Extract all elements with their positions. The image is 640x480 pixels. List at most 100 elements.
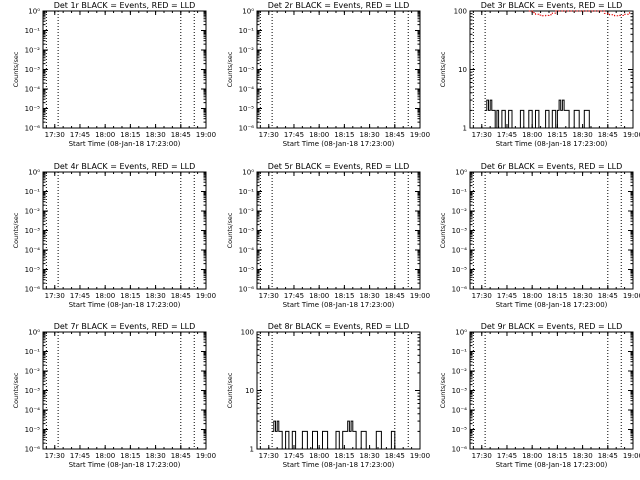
x-tick-label: 18:45 [171,131,191,139]
y-axis-label: Counts/sec [439,372,447,408]
x-tick-label: 19:00 [623,292,640,300]
chart-panel: Det 3r BLACK = Events, RED = LLD 17:30 17:… [439,1,640,148]
y-tick-label: 10⁻² [452,368,468,376]
x-tick-label: 19:00 [623,131,640,139]
y-axis-label: Counts/sec [226,51,234,87]
x-tick-label: 18:00 [522,452,542,460]
lld-series-line [528,10,631,17]
chart-panel: Det 6r BLACK = Events, RED = LLD 17:30 17:… [439,162,640,309]
y-tick-label: 10⁻⁶ [452,286,468,294]
y-tick-label: 10⁻³ [239,66,255,74]
chart-title: Det 7r BLACK = Events, RED = LLD [54,322,196,331]
x-tick-label: 18:30 [145,292,165,300]
x-tick-label: 18:30 [359,452,379,460]
x-axis-label: Start Time (08-Jan-18 17:23:00) [283,140,395,148]
y-tick-label: 10⁻² [239,208,255,216]
x-tick-label: 17:30 [472,131,492,139]
x-tick-label: 17:45 [70,452,90,460]
x-tick-label: 18:30 [572,292,592,300]
x-tick-label: 18:30 [572,452,592,460]
x-axis-label: Start Time (08-Jan-18 17:23:00) [283,461,395,469]
x-axis-label: Start Time (08-Jan-18 17:23:00) [69,140,181,148]
y-tick-label: 10⁻³ [25,227,41,235]
x-tick-label: 18:45 [171,452,191,460]
y-tick-label: 10⁻² [25,47,41,55]
y-tick-label: 10 [245,387,254,395]
x-tick-label: 17:30 [45,292,65,300]
y-tick-label: 10⁰ [242,169,254,177]
chart-title: Det 5r BLACK = Events, RED = LLD [268,162,410,171]
x-tick-label: 18:15 [547,131,567,139]
x-tick-label: 18:45 [598,131,618,139]
x-tick-label: 18:30 [145,131,165,139]
x-axis-label: Start Time (08-Jan-18 17:23:00) [496,301,608,309]
x-tick-label: 17:45 [70,131,90,139]
y-tick-label: 10⁻⁴ [25,86,41,94]
chart-panel: Det 5r BLACK = Events, RED = LLD 17:30 17:… [226,162,430,309]
y-tick-label: 10⁻⁵ [25,266,41,274]
y-tick-label: 10⁻¹ [239,188,255,196]
y-axis-label: Counts/sec [12,51,20,87]
y-axis-label: Counts/sec [439,51,447,87]
y-tick-label: 10⁻⁶ [25,446,41,454]
y-tick-label: 10⁻² [25,368,41,376]
y-tick-label: 10⁰ [28,169,40,177]
chart-panel: Det 4r BLACK = Events, RED = LLD 17:30 17:… [12,162,216,309]
y-axis-label: Counts/sec [226,212,234,248]
y-tick-label: 10⁻⁴ [239,247,255,255]
plot-frame [42,10,207,129]
y-tick-label: 10⁻⁴ [452,247,468,255]
x-tick-label: 17:30 [259,131,279,139]
x-tick-label: 18:00 [309,452,329,460]
y-tick-label: 10⁰ [28,8,40,16]
y-tick-label: 10⁻¹ [25,188,41,196]
x-tick-label: 17:45 [497,292,517,300]
x-tick-label: 18:00 [95,131,115,139]
y-tick-label: 10⁻⁴ [239,86,255,94]
plot-frame [42,171,207,290]
y-tick-label: 10⁰ [455,329,467,337]
x-axis-label: Start Time (08-Jan-18 17:23:00) [496,461,608,469]
plot-frame [469,171,634,290]
y-tick-label: 10⁻⁵ [452,426,468,434]
x-tick-label: 19:00 [196,452,216,460]
y-tick-label: 10⁻⁶ [25,125,41,133]
y-tick-label: 10⁻³ [452,387,468,395]
y-tick-label: 10⁻¹ [25,348,41,356]
x-tick-label: 18:15 [334,131,354,139]
chart-title: Det 8r BLACK = Events, RED = LLD [268,322,410,331]
y-tick-label: 10⁻⁴ [25,407,41,415]
y-tick-label: 10⁰ [242,8,254,16]
x-tick-label: 18:30 [145,452,165,460]
y-tick-label: 100 [241,329,254,337]
x-tick-label: 18:45 [385,452,405,460]
x-tick-label: 18:15 [547,292,567,300]
plot-frame [256,171,421,290]
x-tick-label: 17:45 [284,131,304,139]
x-tick-label: 17:30 [472,292,492,300]
y-tick-label: 10 [458,66,467,74]
y-tick-label: 10⁰ [28,329,40,337]
y-tick-label: 10⁰ [455,169,467,177]
y-tick-label: 10⁻³ [239,227,255,235]
chart-panel: Det 1r BLACK = Events, RED = LLD 17:30 17:… [12,1,216,148]
y-tick-label: 10⁻⁶ [452,446,468,454]
plot-frame [256,10,421,129]
y-tick-label: 1 [463,125,467,133]
x-tick-label: 17:45 [284,292,304,300]
y-tick-label: 10⁻³ [25,66,41,74]
plot-frame [42,331,207,450]
x-axis-label: Start Time (08-Jan-18 17:23:00) [69,301,181,309]
x-tick-label: 19:00 [623,452,640,460]
x-tick-label: 18:15 [334,292,354,300]
x-tick-label: 19:00 [410,292,430,300]
x-tick-label: 18:00 [309,131,329,139]
y-tick-label: 10⁻⁵ [25,105,41,113]
y-axis-label: Counts/sec [226,372,234,408]
y-tick-label: 10⁻³ [25,387,41,395]
y-tick-label: 10⁻¹ [452,348,468,356]
chart-panel: Det 8r BLACK = Events, RED = LLD 17:30 17:… [226,322,430,469]
x-axis-label: Start Time (08-Jan-18 17:23:00) [69,461,181,469]
events-series-line [485,99,608,129]
